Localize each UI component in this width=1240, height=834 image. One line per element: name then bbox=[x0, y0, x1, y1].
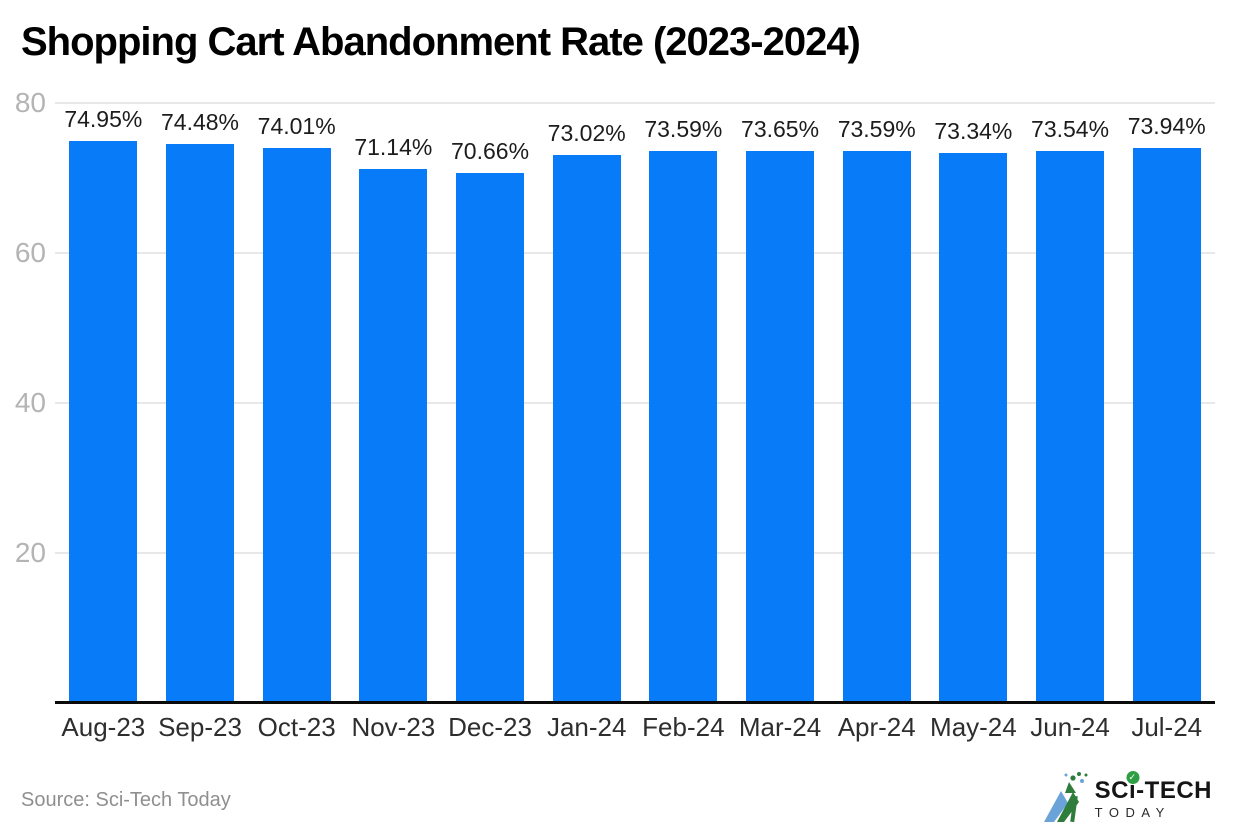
bar-series: 74.95% 74.48% 74.01% 71.14% 70.66% 73.02% 73.5… bbox=[55, 103, 1215, 703]
bar-Sep-23 bbox=[166, 144, 234, 703]
bar-column-Jul-24: 73.94% bbox=[1118, 103, 1215, 703]
bar-Apr-24 bbox=[842, 151, 911, 703]
x-tick-label-Apr-24: Apr-24 bbox=[837, 712, 916, 742]
source-note: Source: Sci-Tech Today bbox=[21, 789, 231, 811]
bar-column-Nov-23: 71.14% bbox=[345, 103, 442, 703]
logo-subtitle: TODAY bbox=[1094, 805, 1171, 820]
value-label-Apr-24: 73.59% bbox=[837, 116, 916, 143]
value-label-Sep-23: 74.48% bbox=[160, 109, 240, 136]
bar-Aug-23 bbox=[69, 140, 138, 703]
x-axis-labels: Aug-23 Sep-23 Oct-23 Nov-23 Dec-23 Jan-24 Feb-… bbox=[55, 712, 1215, 743]
check-circle-icon: ✓ bbox=[1126, 771, 1140, 784]
x-tick-label-May-24: May-24 bbox=[930, 712, 1017, 742]
value-label-Dec-23: 70.66% bbox=[451, 138, 530, 165]
bar-column-Sep-23: 74.48% bbox=[152, 103, 249, 703]
x-tick-label-Mar-24: Mar-24 bbox=[738, 712, 822, 742]
value-label-Jan-24: 73.02% bbox=[547, 120, 626, 147]
bar-column-Aug-23: 74.95% bbox=[55, 103, 152, 703]
chart-title: Shopping Cart Abandonment Rate (2023-202… bbox=[21, 20, 861, 64]
bar-column-Jan-24: 73.02% bbox=[538, 103, 635, 703]
gridline-20 bbox=[55, 552, 1215, 554]
sci-tech-today-logo: SCi ✓ -TECH TODAY bbox=[1042, 770, 1212, 828]
bar-column-May-24: 73.34% bbox=[925, 103, 1022, 703]
bar-column-Jun-24: 73.54% bbox=[1022, 103, 1119, 703]
x-tick-label-Dec-23: Dec-23 bbox=[448, 712, 532, 742]
x-tick-label-Jul-24: Jul-24 bbox=[1131, 712, 1203, 742]
x-tick-label-Oct-23: Oct-23 bbox=[257, 712, 336, 742]
bar-column-Dec-23: 70.66% bbox=[442, 103, 539, 703]
x-tick-label-Aug-23: Aug-23 bbox=[61, 712, 146, 742]
y-tick-label-40: 40 bbox=[14, 387, 46, 418]
value-label-Mar-24: 73.65% bbox=[741, 115, 820, 142]
x-axis-baseline bbox=[55, 701, 1215, 704]
bar-Jan-24 bbox=[552, 155, 621, 703]
value-label-Jul-24: 73.94% bbox=[1127, 113, 1206, 140]
value-label-Oct-23: 74.01% bbox=[257, 112, 336, 139]
value-label-Jun-24: 73.54% bbox=[1031, 116, 1110, 143]
plot-area: 74.95% 74.48% 74.01% 71.14% 70.66% 73.02% 73.5… bbox=[55, 102, 1215, 703]
gridline-40 bbox=[55, 402, 1215, 404]
bar-Jun-24 bbox=[1036, 151, 1105, 703]
x-tick-label-Nov-23: Nov-23 bbox=[351, 712, 436, 742]
x-tick-label-Sep-23: Sep-23 bbox=[158, 712, 242, 742]
gridline-60 bbox=[55, 252, 1215, 254]
value-label-Aug-23: 74.95% bbox=[64, 105, 143, 132]
sci-tech-triangle-logo-icon bbox=[1043, 772, 1088, 823]
bar-Oct-23 bbox=[262, 147, 331, 703]
bar-Dec-23 bbox=[456, 173, 525, 703]
bar-May-24 bbox=[939, 152, 1008, 703]
logo-text: SCi ✓ -TECH TODAY bbox=[1094, 771, 1212, 820]
bar-Feb-24 bbox=[649, 151, 718, 703]
value-label-Feb-24: 73.59% bbox=[644, 116, 723, 143]
bar-column-Feb-24: 73.59% bbox=[635, 103, 732, 703]
bar-column-Apr-24: 73.59% bbox=[828, 103, 925, 703]
value-label-May-24: 73.34% bbox=[934, 117, 1013, 144]
gridline-80 bbox=[55, 102, 1215, 104]
bar-Mar-24 bbox=[746, 150, 815, 703]
y-tick-label-60: 60 bbox=[14, 237, 46, 268]
logo-letter-i: i ✓ bbox=[1126, 771, 1140, 804]
x-tick-label-Jan-24: Jan-24 bbox=[546, 712, 627, 742]
value-label-Nov-23: 71.14% bbox=[354, 134, 433, 161]
bar-column-Oct-23: 74.01% bbox=[248, 103, 345, 703]
bar-Jul-24 bbox=[1132, 148, 1201, 703]
logo-brand-line: SCi ✓ -TECH bbox=[1094, 771, 1212, 804]
bar-column-Mar-24: 73.65% bbox=[732, 103, 829, 703]
x-tick-label-Feb-24: Feb-24 bbox=[642, 712, 725, 742]
x-tick-label-Jun-24: Jun-24 bbox=[1030, 712, 1110, 742]
y-tick-label-20: 20 bbox=[14, 537, 46, 568]
bar-Nov-23 bbox=[359, 169, 428, 703]
y-tick-label-80: 80 bbox=[14, 87, 46, 118]
